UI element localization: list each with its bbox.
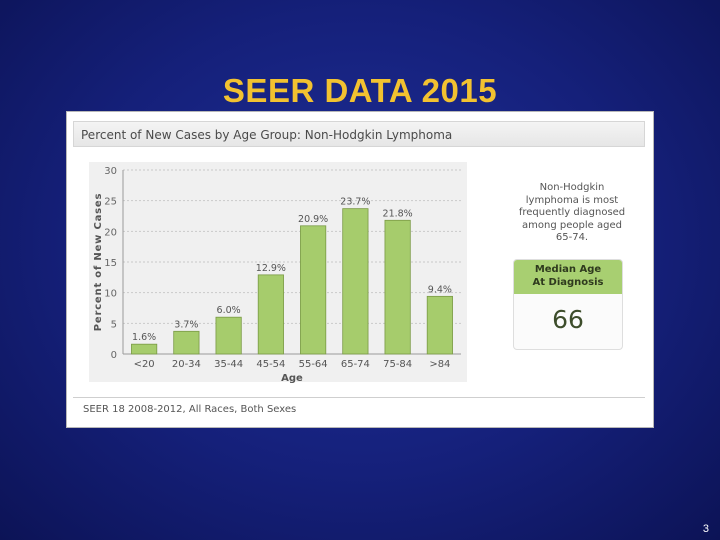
note-line: lymphoma is most — [525, 194, 619, 206]
bar-value-label: 9.4% — [428, 284, 452, 295]
median-age-card: Median Age At Diagnosis 66 — [513, 259, 623, 350]
note-line: 65-74. — [555, 232, 589, 243]
note-line: Non-Hodgkin — [539, 182, 605, 193]
x-tick-label: 75-84 — [383, 359, 412, 370]
note-line: among people aged — [522, 219, 622, 231]
bar-value-label: 6.0% — [217, 305, 241, 316]
x-tick-label: 55-64 — [299, 359, 328, 370]
note-line: frequently diagnosed — [518, 207, 626, 218]
y-tick-label: 5 — [111, 319, 117, 330]
median-label-line: Median Age — [534, 264, 602, 275]
x-tick-label: 35-44 — [214, 359, 243, 370]
median-age-header: Median Age At Diagnosis — [514, 260, 622, 294]
x-tick-label: >84 — [429, 359, 450, 370]
y-tick-label: 20 — [104, 227, 117, 238]
y-tick-label: 0 — [111, 350, 117, 361]
median-label-line: At Diagnosis — [532, 277, 604, 288]
bar-value-label: 1.6% — [132, 332, 156, 343]
x-tick-label: 45-54 — [256, 359, 285, 370]
bar — [257, 274, 284, 355]
chart-title: Percent of New Cases by Age Group: Non-H… — [81, 128, 453, 142]
bar — [131, 343, 158, 355]
bar — [300, 225, 327, 355]
bar-value-label: 20.9% — [298, 214, 328, 225]
bar — [173, 330, 200, 355]
chart-figure: Percent of New Cases by Age Group: Non-H… — [66, 111, 654, 428]
x-tick-label: 65-74 — [341, 359, 370, 370]
diagnosis-note: Non-Hodgkin lymphoma is most frequently … — [513, 182, 631, 245]
chart-header: Percent of New Cases by Age Group: Non-H… — [73, 121, 645, 147]
x-tick-label: <20 — [134, 359, 155, 370]
bar — [384, 219, 411, 355]
y-tick-label: 30 — [104, 166, 117, 177]
y-tick-label: 25 — [104, 197, 117, 208]
y-axis-title: Percent of New Cases — [93, 193, 104, 331]
x-axis-title: Age — [281, 373, 303, 384]
y-tick-label: 10 — [104, 289, 117, 300]
bar — [342, 208, 369, 355]
page-number: 3 — [702, 523, 709, 535]
bar-chart: 0 5 10 15 20 25 30 Percent of New Cases Age 1.6%… — [89, 162, 467, 384]
bar — [426, 295, 453, 355]
median-age-value: 66 — [552, 305, 584, 334]
bar-value-label: 12.9% — [256, 263, 286, 274]
bar-value-label: 21.8% — [383, 208, 413, 219]
bar-value-label: 23.7% — [340, 197, 370, 208]
x-tick-label: 20-34 — [172, 359, 201, 370]
footer-divider — [73, 397, 645, 398]
y-tick-label: 15 — [104, 258, 117, 269]
bar-value-label: 3.7% — [174, 319, 198, 330]
data-source-footer: SEER 18 2008-2012, All Races, Both Sexes — [83, 404, 297, 415]
bar — [215, 316, 242, 355]
slide-title: SEER DATA 2015 — [222, 72, 498, 109]
